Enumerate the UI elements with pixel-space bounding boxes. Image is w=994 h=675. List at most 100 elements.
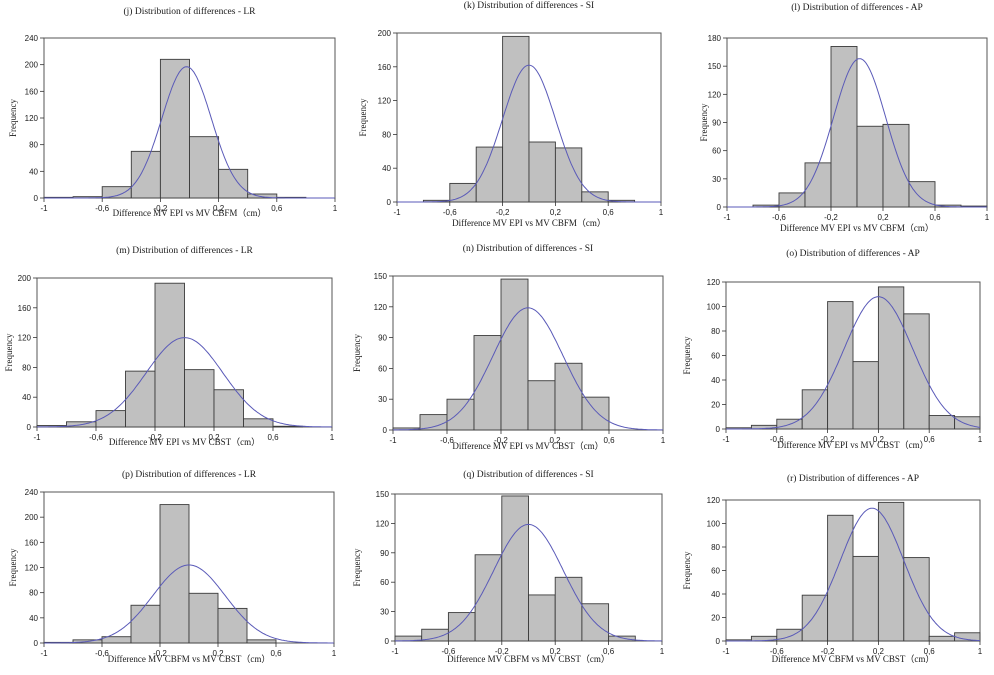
y-tick-label: 120 bbox=[18, 334, 32, 343]
histogram-bar bbox=[827, 514, 854, 642]
x-tick-label: 1 bbox=[978, 647, 983, 656]
x-tick-label: -0,6 bbox=[443, 208, 457, 217]
histogram-bar bbox=[419, 414, 448, 431]
x-tick-label: -0,2 bbox=[824, 213, 838, 222]
histogram-bar bbox=[608, 635, 636, 642]
histogram-bar bbox=[501, 495, 529, 642]
x-tick-label: 0,6 bbox=[271, 204, 283, 213]
y-tick-label: 0 bbox=[716, 637, 721, 646]
y-tick-label: 0 bbox=[385, 637, 390, 646]
y-tick-label: 200 bbox=[378, 29, 392, 38]
normal-curve bbox=[727, 58, 987, 208]
x-tick-label: -0,2 bbox=[821, 435, 835, 444]
y-tick-label: 100 bbox=[707, 303, 721, 312]
y-tick-label: 90 bbox=[378, 334, 387, 343]
x-tick-label: 0,2 bbox=[208, 433, 220, 442]
x-tick-label: -0,6 bbox=[95, 649, 109, 658]
y-tick-label: 60 bbox=[378, 364, 387, 373]
histogram-bar bbox=[528, 141, 556, 203]
x-axis-label: Difference MV CBFM vs MV CBST（cm） bbox=[772, 654, 935, 664]
y-tick-label: 120 bbox=[25, 114, 39, 123]
x-tick-label: 1 bbox=[330, 433, 335, 442]
y-tick-label: 30 bbox=[378, 395, 387, 404]
normal-curve bbox=[726, 296, 981, 430]
x-tick-label: -0,6 bbox=[89, 433, 103, 442]
x-tick-label: -0,2 bbox=[496, 208, 510, 217]
histogram-bar bbox=[154, 282, 185, 428]
histogram-panel: (l) Distribution of differences - AP -1 -0… bbox=[699, 2, 990, 233]
histogram-bar bbox=[500, 278, 529, 431]
chart-title: (l) Distribution of differences - AP bbox=[791, 2, 922, 13]
histogram-bar bbox=[247, 193, 278, 199]
x-tick-label: 1 bbox=[985, 213, 990, 222]
y-tick-label: 120 bbox=[708, 90, 722, 99]
histogram-panel: (r) Distribution of differences - AP -1 -0… bbox=[682, 473, 983, 664]
x-axis-label: Difference MV CBFM vs MV CBST（cm） bbox=[108, 654, 271, 664]
histogram-bar bbox=[827, 301, 854, 430]
y-tick-label: 120 bbox=[25, 564, 39, 573]
x-tick-label: 0,2 bbox=[212, 649, 224, 658]
y-tick-label: 0 bbox=[27, 423, 32, 432]
x-tick-label: 0,2 bbox=[877, 213, 889, 222]
histogram-bar bbox=[877, 286, 905, 430]
x-tick-label: -0,6 bbox=[95, 204, 109, 213]
x-tick-label: 1 bbox=[660, 647, 665, 656]
histogram-bar bbox=[581, 191, 609, 203]
x-tick-label: -0,2 bbox=[154, 204, 168, 213]
y-tick-label: 0 bbox=[387, 198, 392, 207]
histogram-bar bbox=[581, 396, 610, 431]
y-axis-label: Frequency bbox=[352, 334, 362, 372]
y-tick-label: 150 bbox=[708, 62, 722, 71]
chart-title: (j) Distribution of differences - LR bbox=[124, 6, 257, 17]
y-tick-label: 100 bbox=[707, 520, 721, 529]
histogram-bar bbox=[101, 186, 132, 199]
normal-curve bbox=[726, 507, 981, 642]
y-tick-label: 40 bbox=[22, 393, 31, 402]
histogram-bar bbox=[882, 123, 910, 208]
y-tick-label: 80 bbox=[711, 327, 720, 336]
y-tick-label: 80 bbox=[29, 141, 38, 150]
chart-title: (m) Distribution of differences - LR bbox=[116, 245, 253, 256]
histogram-bar bbox=[159, 504, 190, 644]
histogram-panel: (p) Distribution of differences - LR -1 -0… bbox=[8, 469, 337, 664]
y-tick-label: 40 bbox=[29, 167, 38, 176]
histogram-bar bbox=[189, 136, 220, 199]
histogram-bar bbox=[554, 147, 583, 203]
histogram-bar bbox=[554, 362, 583, 431]
y-tick-label: 160 bbox=[378, 63, 392, 72]
x-tick-label: 0,2 bbox=[873, 647, 885, 656]
chart-title: (r) Distribution of differences - AP bbox=[787, 473, 919, 484]
histogram-bar bbox=[928, 415, 956, 430]
histogram-bar bbox=[243, 418, 274, 428]
x-tick-label: 0,2 bbox=[550, 647, 562, 656]
x-tick-label: 0,6 bbox=[603, 436, 615, 445]
histogram-bar bbox=[446, 398, 475, 431]
histogram-bar bbox=[213, 389, 244, 428]
normal-curve bbox=[395, 523, 662, 642]
histogram-panel: (m) Distribution of differences - LR -1 -0… bbox=[4, 245, 335, 447]
x-axis-label: Difference MV EPI vs MV CBST（cm） bbox=[452, 441, 603, 451]
y-axis-label: Frequency bbox=[699, 103, 709, 141]
x-tick-label: 1 bbox=[661, 436, 666, 445]
histogram-bar bbox=[528, 594, 556, 642]
x-tick-label: -0,2 bbox=[153, 649, 167, 658]
normal-curve bbox=[44, 66, 335, 199]
histogram-panel: (k) Distribution of differences - SI -1 -0… bbox=[358, 0, 664, 228]
histogram-bar bbox=[130, 150, 161, 199]
y-axis-label: Frequency bbox=[358, 98, 368, 136]
histogram-bar bbox=[184, 369, 215, 428]
y-tick-label: 180 bbox=[708, 34, 722, 43]
x-tick-label: 0,6 bbox=[924, 435, 936, 444]
chart-title: (k) Distribution of differences - SI bbox=[464, 0, 594, 11]
y-tick-label: 20 bbox=[711, 614, 720, 623]
y-tick-label: 60 bbox=[711, 567, 720, 576]
x-axis-label: Difference MV EPI vs MV CBST（cm） bbox=[777, 440, 928, 450]
y-tick-label: 20 bbox=[711, 401, 720, 410]
y-axis-label: Frequency bbox=[8, 548, 18, 586]
histogram-bar bbox=[856, 125, 884, 208]
y-tick-label: 40 bbox=[382, 164, 391, 173]
x-tick-label: 0,6 bbox=[270, 649, 282, 658]
histogram-bar bbox=[852, 555, 879, 642]
y-tick-label: 120 bbox=[378, 97, 392, 106]
